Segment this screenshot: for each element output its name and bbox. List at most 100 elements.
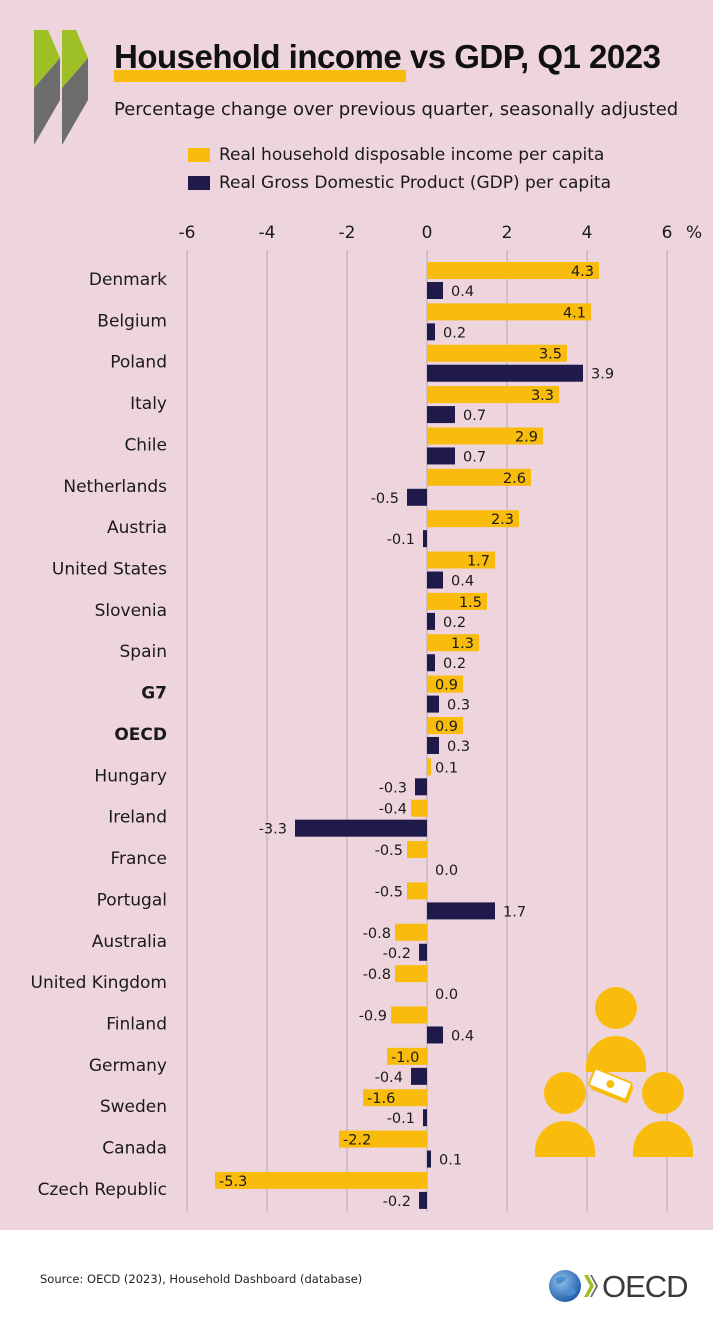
chevron-green (34, 30, 48, 88)
chevron-grey (34, 58, 60, 145)
legend-swatch-gdp (188, 176, 210, 190)
income-bar-chile (427, 427, 543, 445)
category-labels: Denmark Belgium Poland Italy Chile Netherland… (31, 270, 168, 1200)
income-bar-g7 (427, 675, 463, 693)
people-money-illustration (535, 987, 693, 1157)
person-left-head (544, 1072, 586, 1114)
gdp-bar-g7 (427, 695, 439, 713)
gdp-bar-belgium (427, 323, 435, 341)
money-bill-coin (606, 1080, 615, 1089)
category-label-hungary: Hungary (94, 766, 167, 786)
chart-plot: -6 -4 -2 0 2 4 6% 4.3 0.4 4.1 0.2 3.5 3.9 3.3 0.7 2.9 0… (31, 30, 703, 1212)
income-value-label-chile: 2.9 (515, 429, 538, 445)
gdp-value-label-australia: -0.2 (383, 946, 411, 962)
income-value-label-austria: 2.3 (491, 512, 514, 528)
legend-item-gdp: Real Gross Domestic Product (GDP) per ca… (188, 169, 611, 197)
income-value-label-canada: -2.2 (343, 1133, 371, 1149)
category-label-denmark: Denmark (89, 270, 167, 290)
gdp-value-label-france: 0.0 (435, 863, 458, 879)
income-bar-germany (387, 1047, 427, 1065)
x-tick-label: 4 (582, 223, 593, 243)
income-bar-czech-republic (215, 1171, 427, 1189)
income-value-label-belgium: 4.1 (563, 305, 586, 321)
chart-panel (0, 0, 713, 1230)
gdp-value-label-denmark: 0.4 (451, 284, 474, 300)
category-label-france: France (110, 849, 167, 869)
income-value-label-netherlands: 2.6 (503, 471, 526, 487)
income-value-label-hungary: 0.1 (435, 760, 458, 776)
x-tick-label: 0 (422, 223, 433, 243)
legend-item-income: Real household disposable income per cap… (188, 141, 611, 169)
category-label-australia: Australia (92, 932, 167, 952)
x-tick-label: 2 (502, 223, 513, 243)
income-value-label-portugal: -0.5 (375, 884, 403, 900)
gdp-value-label-hungary: -0.3 (379, 780, 407, 796)
source-note: Source: OECD (2023), Household Dashboard… (40, 1272, 363, 1286)
gdp-bar-chile (427, 447, 455, 465)
gdp-value-label-czech-republic: -0.2 (383, 1194, 411, 1210)
income-value-label-spain: 1.3 (451, 636, 474, 652)
gdp-value-label-g7: 0.3 (447, 698, 470, 714)
x-tick-label: -2 (339, 223, 356, 243)
income-bar-poland (427, 344, 567, 362)
gdp-value-label-germany: -0.4 (375, 1070, 403, 1086)
category-label-ireland: Ireland (108, 808, 167, 828)
category-label-austria: Austria (107, 518, 167, 538)
income-value-label-ireland: -0.4 (379, 802, 407, 818)
income-bar-oecd (427, 716, 463, 734)
category-label-united-kingdom: United Kingdom (31, 973, 167, 993)
person-top-head (595, 987, 637, 1029)
gdp-bar-poland (427, 364, 583, 382)
oecd-chevrons-logo (34, 30, 88, 145)
income-value-label-denmark: 4.3 (571, 264, 594, 280)
income-value-label-g7: 0.9 (435, 678, 458, 694)
income-value-label-australia: -0.8 (363, 926, 391, 942)
gdp-value-label-oecd: 0.3 (447, 739, 470, 755)
x-axis-ticks: -6 -4 -2 0 2 4 6% (179, 223, 703, 243)
gdp-bar-netherlands (407, 488, 427, 506)
legend-label-income: Real household disposable income per cap… (219, 145, 605, 165)
gdp-value-label-slovenia: 0.2 (443, 615, 466, 631)
gdp-bar-canada (427, 1150, 431, 1168)
gdp-value-label-italy: 0.7 (463, 408, 486, 424)
income-bar-belgium (427, 303, 591, 321)
gdp-bar-oecd (427, 736, 439, 754)
x-tick-label: -4 (259, 223, 276, 243)
bars: 4.3 0.4 4.1 0.2 3.5 3.9 3.3 0.7 2.9 0.7 2.6 -0.5 2.3… (215, 262, 614, 1210)
income-bar-denmark (427, 262, 599, 279)
x-axis-unit-label: % (686, 223, 702, 243)
x-tick-label: -6 (179, 223, 196, 243)
category-label-chile: Chile (124, 435, 167, 455)
chevron-grey (62, 58, 88, 145)
legend-label-gdp: Real Gross Domestic Product (GDP) per ca… (219, 173, 612, 193)
category-label-germany: Germany (89, 1056, 167, 1076)
income-value-label-germany: -1.0 (391, 1050, 419, 1066)
income-bar-sweden (363, 1089, 427, 1107)
category-label-spain: Spain (120, 642, 168, 662)
income-bar-portugal (407, 882, 427, 900)
gdp-value-label-united-kingdom: 0.0 (435, 987, 458, 1003)
gdp-value-label-portugal: 1.7 (503, 904, 526, 920)
income-value-label-oecd: 0.9 (435, 719, 458, 735)
income-value-label-poland: 3.5 (539, 347, 562, 363)
gdp-bar-finland (427, 1026, 443, 1044)
income-value-label-finland: -0.9 (359, 1008, 387, 1024)
person-right-head (642, 1072, 684, 1114)
person-left-body (535, 1121, 595, 1157)
income-value-label-united-kingdom: -0.8 (363, 967, 391, 983)
category-label-oecd: OECD (114, 725, 167, 745)
gdp-value-label-netherlands: -0.5 (371, 491, 399, 507)
page-title: Household income vs GDP, Q1 2023 (114, 38, 661, 75)
gdp-bar-austria (423, 530, 427, 548)
gdp-bar-ireland (295, 819, 427, 837)
oecd-footer-logo: OECD (548, 1267, 689, 1305)
gdp-bar-sweden (423, 1109, 427, 1127)
chevron-green (62, 30, 76, 88)
person-top-body (586, 1036, 646, 1072)
gdp-bar-united-states (427, 571, 443, 589)
gdp-bar-hungary (415, 778, 427, 796)
gdp-value-label-united-states: 0.4 (451, 574, 474, 590)
category-label-belgium: Belgium (97, 311, 167, 331)
income-value-label-france: -0.5 (375, 843, 403, 859)
gdp-bar-spain (427, 654, 435, 672)
